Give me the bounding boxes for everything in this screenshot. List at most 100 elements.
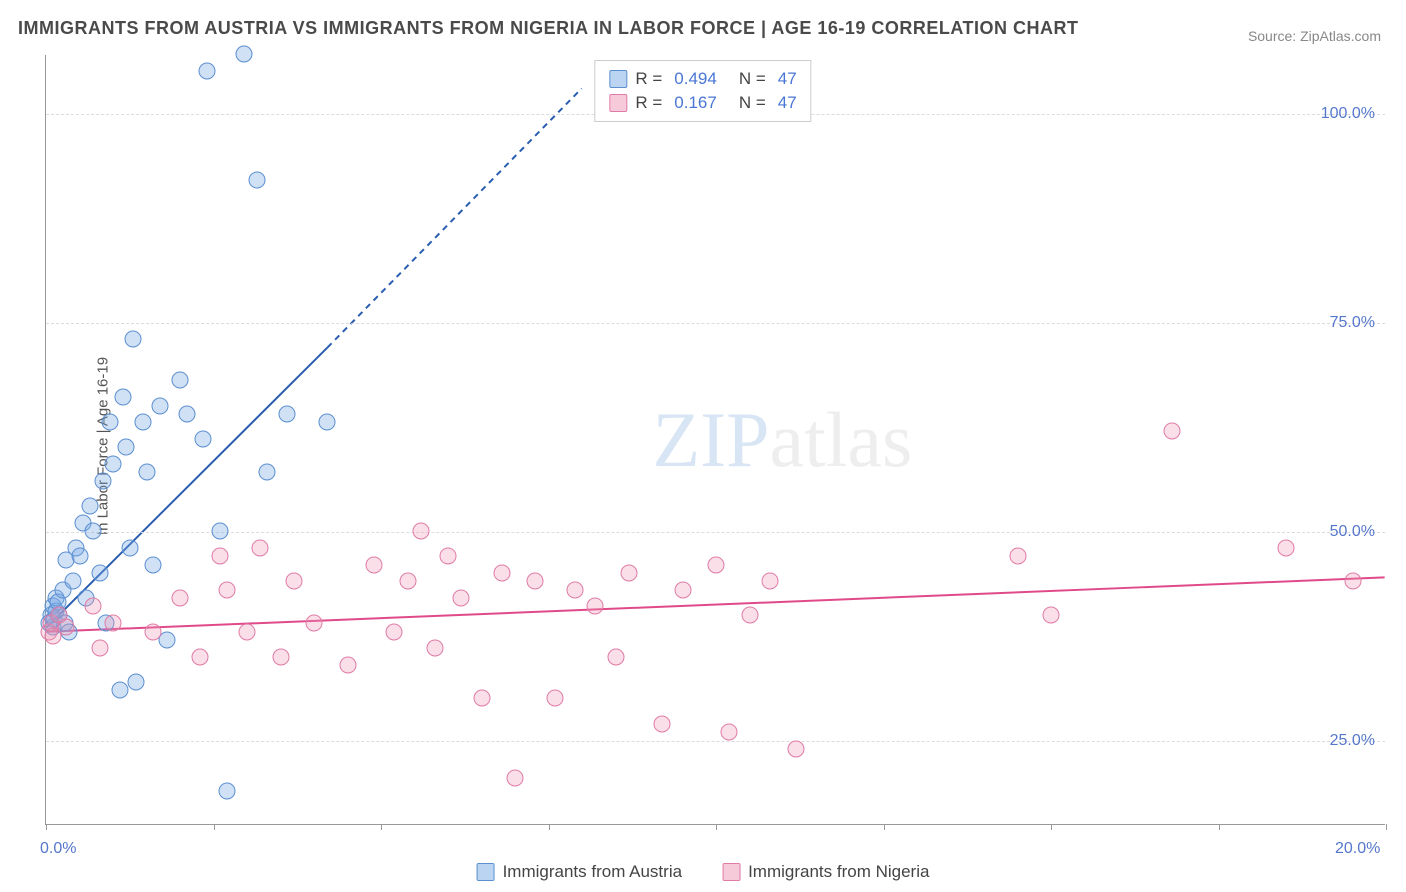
data-point xyxy=(426,640,443,657)
x-tick xyxy=(1386,824,1387,830)
stats-legend: R = 0.494 N = 47 R = 0.167 N = 47 xyxy=(594,60,811,122)
legend-swatch xyxy=(609,70,627,88)
data-point xyxy=(547,690,564,707)
data-point xyxy=(493,564,510,581)
data-point xyxy=(1043,606,1060,623)
r-label: R = xyxy=(635,69,662,89)
stats-legend-row: R = 0.167 N = 47 xyxy=(609,91,796,115)
legend-label: Immigrants from Austria xyxy=(503,862,683,882)
data-point xyxy=(674,581,691,598)
data-point xyxy=(71,548,88,565)
x-tick xyxy=(549,824,550,830)
legend-item: Immigrants from Nigeria xyxy=(722,862,929,882)
regression-lines xyxy=(46,55,1385,824)
data-point xyxy=(218,581,235,598)
n-label: N = xyxy=(739,69,766,89)
data-point xyxy=(708,556,725,573)
x-tick xyxy=(214,824,215,830)
plot-area: ZIPatlas 25.0%50.0%75.0%100.0% xyxy=(45,55,1385,825)
legend-label: Immigrants from Nigeria xyxy=(748,862,929,882)
gridline-h xyxy=(46,741,1385,742)
data-point xyxy=(198,62,215,79)
data-point xyxy=(1344,573,1361,590)
data-point xyxy=(115,389,132,406)
x-tick xyxy=(1051,824,1052,830)
data-point xyxy=(620,564,637,581)
chart-title: IMMIGRANTS FROM AUSTRIA VS IMMIGRANTS FR… xyxy=(18,18,1079,39)
x-tick xyxy=(381,824,382,830)
r-value: 0.494 xyxy=(674,69,717,89)
data-point xyxy=(527,573,544,590)
legend-swatch xyxy=(722,863,740,881)
data-point xyxy=(473,690,490,707)
x-tick xyxy=(1219,824,1220,830)
data-point xyxy=(145,623,162,640)
data-point xyxy=(386,623,403,640)
n-value: 47 xyxy=(778,69,797,89)
data-point xyxy=(218,782,235,799)
data-point xyxy=(399,573,416,590)
data-point xyxy=(413,523,430,540)
data-point xyxy=(128,673,145,690)
x-tick-label: 20.0% xyxy=(1335,840,1380,858)
x-tick xyxy=(46,824,47,830)
data-point xyxy=(1277,539,1294,556)
data-point xyxy=(306,615,323,632)
watermark: ZIPatlas xyxy=(652,395,912,485)
legend-item: Immigrants from Austria xyxy=(477,862,683,882)
data-point xyxy=(1009,548,1026,565)
data-point xyxy=(135,414,152,431)
x-tick xyxy=(884,824,885,830)
stats-legend-row: R = 0.494 N = 47 xyxy=(609,67,796,91)
data-point xyxy=(172,590,189,607)
data-point xyxy=(111,682,128,699)
data-point xyxy=(567,581,584,598)
data-point xyxy=(319,414,336,431)
data-point xyxy=(105,615,122,632)
n-value: 47 xyxy=(778,93,797,113)
data-point xyxy=(587,598,604,615)
data-point xyxy=(252,539,269,556)
data-point xyxy=(507,769,524,786)
y-tick-label: 100.0% xyxy=(1321,105,1375,123)
data-point xyxy=(607,648,624,665)
r-value: 0.167 xyxy=(674,93,717,113)
data-point xyxy=(239,623,256,640)
data-point xyxy=(84,598,101,615)
data-point xyxy=(272,648,289,665)
data-point xyxy=(249,171,266,188)
y-tick-label: 75.0% xyxy=(1330,314,1375,332)
y-tick-label: 50.0% xyxy=(1330,523,1375,541)
data-point xyxy=(58,619,75,636)
data-point xyxy=(151,397,168,414)
data-point xyxy=(94,472,111,489)
data-point xyxy=(654,715,671,732)
data-point xyxy=(91,564,108,581)
n-label: N = xyxy=(739,93,766,113)
data-point xyxy=(212,523,229,540)
data-point xyxy=(721,723,738,740)
source-attribution: Source: ZipAtlas.com xyxy=(1248,28,1381,44)
data-point xyxy=(84,523,101,540)
legend-swatch xyxy=(477,863,495,881)
data-point xyxy=(761,573,778,590)
data-point xyxy=(235,46,252,63)
data-point xyxy=(91,640,108,657)
data-point xyxy=(118,439,135,456)
gridline-h xyxy=(46,323,1385,324)
data-point xyxy=(121,539,138,556)
x-tick-label: 0.0% xyxy=(40,840,76,858)
data-point xyxy=(1163,422,1180,439)
data-point xyxy=(101,414,118,431)
data-point xyxy=(195,431,212,448)
r-label: R = xyxy=(635,93,662,113)
data-point xyxy=(453,590,470,607)
data-point xyxy=(172,372,189,389)
x-tick xyxy=(716,824,717,830)
data-point xyxy=(64,573,81,590)
data-point xyxy=(145,556,162,573)
data-point xyxy=(105,456,122,473)
data-point xyxy=(285,573,302,590)
data-point xyxy=(788,740,805,757)
data-point xyxy=(366,556,383,573)
